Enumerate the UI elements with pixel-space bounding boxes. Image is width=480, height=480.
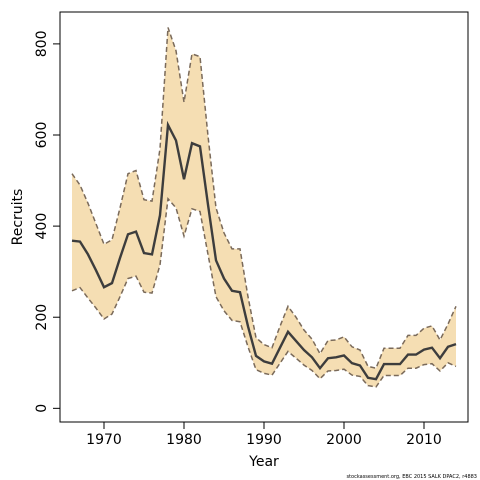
x-tick-label: 1990 <box>246 432 282 448</box>
lower-bound-line <box>71 197 457 388</box>
x-axis-title: Year <box>248 454 279 470</box>
x-tick-label: 1970 <box>86 432 122 448</box>
y-axis: 0 200 400 600 800 <box>34 31 60 413</box>
x-axis: 1970 1980 1990 2000 2010 <box>86 422 442 448</box>
upper-bound-line <box>71 27 457 370</box>
recruits-estimate-line <box>71 120 457 381</box>
x-tick-label: 2000 <box>326 432 362 448</box>
y-tick-label: 400 <box>34 213 50 240</box>
x-tick-label: 1980 <box>166 432 202 448</box>
x-tick-label: 2010 <box>406 432 442 448</box>
y-tick-label: 200 <box>34 304 50 331</box>
y-tick-label: 0 <box>34 404 50 413</box>
y-tick-label: 600 <box>34 122 50 149</box>
y-tick-label: 800 <box>34 31 50 58</box>
confidence-band <box>72 27 456 387</box>
credit-text: stockassessment.org, EBC 2015 SALK DPAC2… <box>346 474 477 480</box>
y-axis-title: Recruits <box>10 189 26 246</box>
